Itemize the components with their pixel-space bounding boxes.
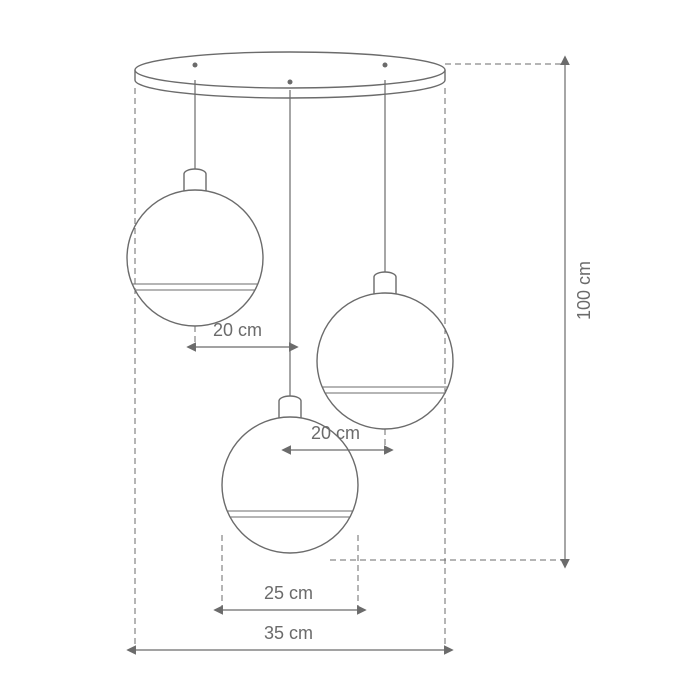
dim-canopy-dia-label: 35 cm	[264, 623, 313, 643]
right-globe	[317, 293, 453, 429]
dim-globe-dia-label: 25 cm	[264, 583, 313, 603]
left-globe	[127, 190, 263, 326]
dim-height-total-label: 100 cm	[574, 261, 594, 320]
dim-spacing-right-label: 20 cm	[311, 423, 360, 443]
lamp-diagram: 100 cm 20 cm 20 cm 25 cm 35 cm	[0, 0, 700, 700]
dim-spacing-left-label: 20 cm	[213, 320, 262, 340]
